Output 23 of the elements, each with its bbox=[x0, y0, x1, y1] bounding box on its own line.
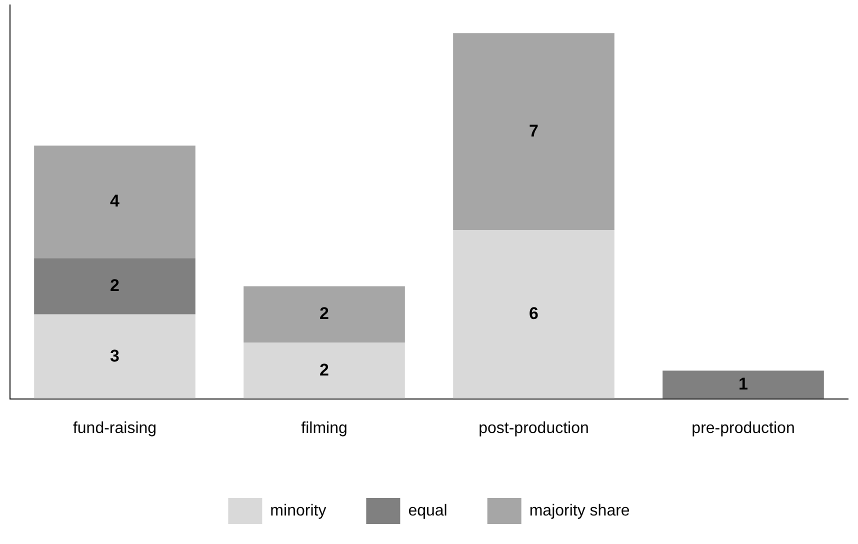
bar bbox=[453, 33, 614, 230]
bar bbox=[453, 230, 614, 399]
x-tick-label: fund-raising bbox=[72, 420, 157, 437]
bar bbox=[34, 146, 196, 258]
legend-label: majority share bbox=[529, 502, 630, 520]
data-label: 4 bbox=[110, 192, 120, 211]
data-label: 1 bbox=[738, 374, 748, 394]
bar bbox=[34, 314, 196, 399]
data-label: 3 bbox=[110, 346, 120, 366]
x-tick-label: post-production bbox=[478, 420, 589, 437]
x-tick-label: pre-production bbox=[692, 420, 795, 437]
data-label: 2 bbox=[320, 360, 329, 380]
data-label: 6 bbox=[529, 304, 538, 324]
data-label: 2 bbox=[320, 304, 329, 324]
bar bbox=[244, 286, 405, 343]
data-label: 7 bbox=[529, 121, 538, 140]
legend-label: minority bbox=[270, 502, 326, 520]
bar bbox=[662, 370, 824, 399]
x-tick-label: filming bbox=[301, 420, 348, 437]
legend-label: equal bbox=[408, 502, 448, 520]
bar bbox=[244, 342, 405, 399]
data-label: 2 bbox=[110, 276, 120, 295]
bar bbox=[34, 258, 196, 314]
